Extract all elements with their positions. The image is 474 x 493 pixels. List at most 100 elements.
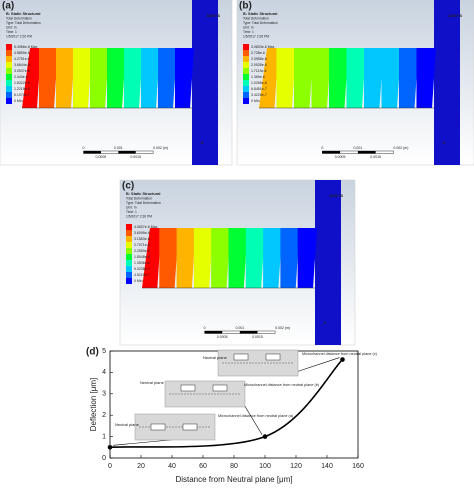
legend-label: 6.8451e-7	[251, 87, 267, 91]
scale-bar	[239, 331, 258, 334]
legend-swatch	[126, 260, 132, 266]
legend-swatch	[126, 254, 132, 260]
legend-swatch	[243, 98, 249, 104]
legend-swatch	[243, 74, 249, 80]
annotation-arrow	[242, 402, 263, 435]
header-line: 1/5/2017 2:30 PM	[126, 214, 152, 218]
header-line: Unit: m	[243, 25, 254, 29]
contour-band	[297, 228, 317, 288]
contour-band	[416, 48, 436, 108]
contour-band	[141, 48, 160, 108]
annotation-plane: Neutral plane	[115, 422, 140, 427]
legend-swatch	[6, 68, 12, 74]
x-tick-label: 40	[168, 463, 176, 470]
legend-swatch	[6, 50, 12, 56]
legend-swatch	[243, 56, 249, 62]
legend-label: 4.8859e-6	[14, 51, 30, 55]
contour-band	[311, 48, 331, 108]
legend-swatch	[126, 278, 132, 284]
legend-label: 2.3958e-6	[251, 57, 267, 61]
fixed-wall	[315, 180, 341, 345]
legend-label: 3.1583e-6	[134, 237, 150, 241]
panel-label: (c)	[122, 181, 134, 192]
legend-label: 4.5119e-7	[134, 273, 150, 277]
annotation-plane: Neutral plane	[140, 380, 165, 385]
x-tick-label: 140	[321, 463, 333, 470]
legend-label: 4.2751e-6	[14, 57, 30, 61]
scale-label: 0.0005	[96, 155, 107, 159]
header-line: B: Static Structural	[243, 12, 277, 16]
legend-swatch	[6, 44, 12, 50]
header-line: Time: 1	[6, 30, 17, 34]
ansys-logo: ANSYS	[206, 13, 220, 18]
legend-label: 2.738e-6	[251, 51, 265, 55]
scale-bar	[322, 151, 341, 154]
legend-swatch	[243, 68, 249, 74]
annotation-arrow	[295, 357, 340, 373]
contour-band	[159, 228, 179, 288]
header-line: Time: 1	[243, 30, 254, 34]
contour-band	[175, 48, 194, 108]
scale-label: 0.0015	[252, 335, 263, 339]
legend-label: 2.2559e-6	[134, 249, 150, 253]
x-tick-label: 80	[230, 463, 238, 470]
scale-bar	[118, 151, 136, 154]
legend-swatch	[243, 92, 249, 98]
x-tick-label: 160	[352, 463, 364, 470]
legend-label: 1.3536e-6	[134, 261, 150, 265]
channel	[212, 384, 228, 392]
legend-swatch	[126, 242, 132, 248]
x-tick-label: 120	[290, 463, 302, 470]
legend-swatch	[243, 86, 249, 92]
scale-label: 0.002 (m)	[153, 146, 168, 150]
scale-label: 0.0005	[217, 335, 228, 339]
contour-band	[56, 48, 75, 108]
contour-band	[276, 48, 296, 108]
ansys-logo: ANSYS	[448, 13, 462, 18]
fixed-wall	[434, 0, 460, 165]
scale-label: 0.001	[114, 146, 123, 150]
x-tick-label: 100	[259, 463, 271, 470]
scale-label: 0.001	[235, 326, 244, 330]
legend-label: 0 Min	[251, 99, 260, 103]
annotation-text: Microchannel distance from neutral plane…	[302, 352, 378, 356]
header-line: Type: Total Deformation	[243, 21, 278, 25]
legend-swatch	[6, 86, 12, 92]
legend-label: 0 Min	[134, 279, 143, 283]
x-tick-label: 60	[199, 463, 207, 470]
y-tick-label: 3	[102, 391, 106, 398]
legend-label: 2.7071e-6	[134, 243, 150, 247]
scale-label: 0	[83, 146, 85, 150]
legend-swatch	[243, 62, 249, 68]
scale-label: 0	[321, 146, 323, 150]
contour-band	[364, 48, 384, 108]
legend-swatch	[126, 248, 132, 254]
contour-band	[294, 48, 314, 108]
contour-band	[107, 48, 126, 108]
contour-band	[399, 48, 419, 108]
contour-band	[39, 48, 58, 108]
contour-band	[346, 48, 366, 108]
legend-swatch	[126, 236, 132, 242]
legend-label: 3.4225e-7	[251, 93, 267, 97]
legend-swatch	[243, 50, 249, 56]
legend-label: 3.0537e-6	[14, 69, 30, 73]
header-line: Total Deformation	[6, 16, 32, 20]
legend-label: 1.0268e-6	[251, 81, 267, 85]
y-tick-label: 5	[102, 348, 106, 355]
legend-label: 0 Min	[14, 99, 23, 103]
scale-label: 0.0005	[335, 155, 346, 159]
legend-label: 3.6095e-6	[134, 231, 150, 235]
axis-triad: ✶	[442, 140, 446, 146]
x-axis-label: Distance from Neutral plane [μm]	[175, 475, 292, 484]
legend-label: 1.369e-6	[251, 75, 265, 79]
channel	[180, 384, 196, 392]
scale-label: 0.002 (m)	[393, 146, 408, 150]
y-tick-label: 0	[102, 455, 106, 462]
legend-label: 1.2215e-6	[14, 87, 30, 91]
scale-bar	[204, 331, 223, 334]
x-tick-label: 20	[137, 463, 145, 470]
y-tick-label: 2	[102, 412, 106, 419]
annotation-plane: Neutral plane	[203, 355, 228, 360]
